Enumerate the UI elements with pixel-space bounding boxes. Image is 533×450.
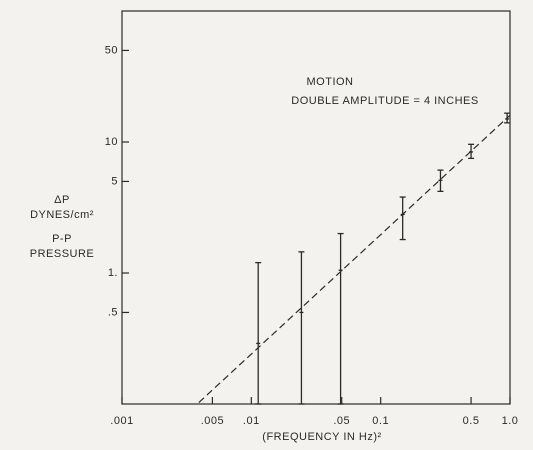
y-axis-label: PRESSURE bbox=[30, 248, 95, 260]
annotation: DOUBLE AMPLITUDE = 4 INCHES bbox=[291, 95, 478, 107]
x-tick-label: 0.1 bbox=[372, 415, 389, 427]
y-tick-label: 10 bbox=[105, 136, 118, 148]
y-axis-label: ΔP bbox=[54, 194, 70, 206]
x-tick-label: .005 bbox=[201, 415, 224, 427]
x-tick-label: .001 bbox=[110, 415, 133, 427]
y-tick-label: 1. bbox=[108, 267, 118, 279]
x-tick-label: .05 bbox=[333, 415, 350, 427]
x-tick-label: .01 bbox=[243, 415, 260, 427]
y-tick-label: 5 bbox=[111, 175, 118, 187]
plot-frame bbox=[121, 10, 511, 405]
fit-line bbox=[196, 114, 510, 404]
y-tick-label: 50 bbox=[105, 44, 118, 56]
x-tick-label: 1.0 bbox=[502, 415, 519, 427]
x-axis-label: (FREQUENCY IN Hz)² bbox=[262, 431, 381, 443]
y-axis-label: DYNES/cm² bbox=[30, 209, 94, 221]
x-tick-label: 0.5 bbox=[463, 415, 480, 427]
y-tick-label: .5 bbox=[108, 306, 118, 318]
y-axis-label: P-P bbox=[52, 233, 72, 245]
annotation: MOTION bbox=[307, 76, 354, 88]
